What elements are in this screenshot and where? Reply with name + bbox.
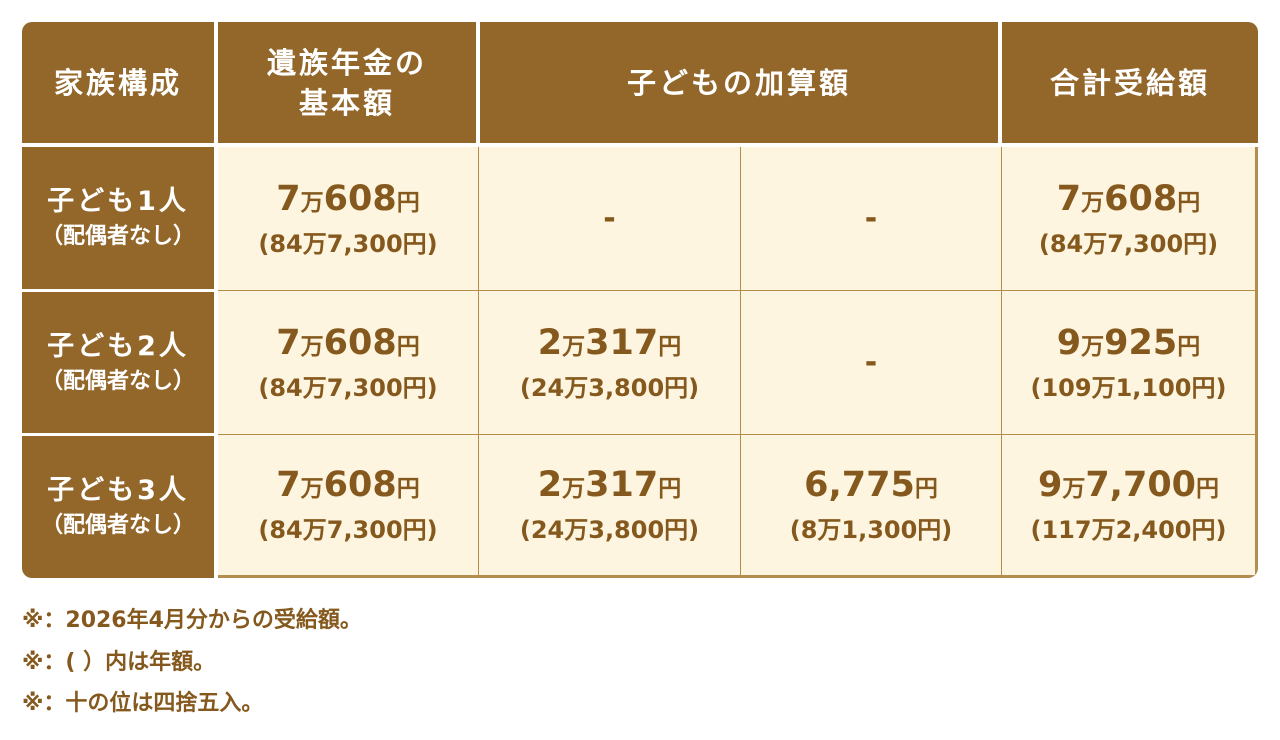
amount-number: 925 [1104,322,1178,363]
amount-unit: 円 [1177,189,1201,216]
amount-number: 7 [1056,178,1082,219]
amount-number: 317 [585,465,659,505]
amount: 7万608円 [1057,176,1200,226]
header-text: 基本額 [298,85,395,120]
amount: 7万608円 [276,462,419,512]
amount-number: 608 [1104,178,1178,219]
amount-unit: 万 [1081,189,1105,216]
row-label-text: （配偶者なし） [40,368,195,394]
amount-unit: 万 [562,333,586,360]
data-cell: 6,775円 (8万1,300円) [741,435,1001,575]
amount-number: 608 [323,322,397,363]
amount-number: 9 [1037,465,1063,505]
header-cell: 家族構成 [22,22,214,143]
amount-unit: 万 [300,189,324,216]
amount: 6,775円 [804,462,938,512]
amount-unit: 万 [1062,476,1086,502]
annual-amount: (84万7,300円) [1038,229,1219,258]
row-label-text: 子ども3人 [47,475,189,506]
footnote: ※：十の位は四捨五入。 [22,691,264,716]
annual-amount: (84万7,300円) [258,229,438,258]
annual-amount: (109万1,100円) [1030,373,1227,402]
amount-number: 6,775 [804,465,915,505]
row-label: 子ども3人 （配偶者なし） [22,436,214,578]
data-cell: 2万317円 (24万3,800円) [479,291,740,434]
footnote: ※：( ）内は年額。 [22,650,216,675]
data-cell: 2万317円 (24万3,800円) [479,435,740,575]
amount: 2万317円 [538,462,681,512]
amount-unit: 万 [1081,333,1105,360]
amount-number: 608 [323,465,397,505]
amount-number: 9 [1056,322,1082,363]
amount-unit: 円 [396,189,420,216]
amount-unit: 万 [300,333,324,360]
row-label-text: 子ども2人 [47,330,189,362]
data-cell: 7万608円 (84万7,300円) [218,435,478,575]
table-body: 7万608円 (84万7,300円) - -7万608円 (84万7,300円) 7万60… [218,147,1258,578]
table: 7万608円 (84万7,300円) - -7万608円 (84万7,300円) 7万60… [22,22,1258,578]
amount-unit: 円 [914,476,938,502]
empty-mark: - [864,201,878,236]
amount: 9万7,700円 [1038,462,1219,512]
annual-amount: (84万7,300円) [258,373,438,402]
row-label: 子ども1人 （配偶者なし） [22,147,214,289]
amount-unit: 円 [658,333,682,360]
amount: 2万317円 [538,320,681,370]
amount-number: 2 [537,322,563,363]
annual-amount: (84万7,300円) [258,516,438,544]
data-cell: 7万608円 (84万7,300円) [218,291,478,434]
data-cell: 9万925円 (109万1,100円) [1002,291,1255,434]
data-cell: - [741,147,1001,290]
header-text: 合計受給額 [1049,65,1210,100]
empty-mark: - [603,201,616,236]
data-cell: - [741,291,1001,434]
amount-unit: 万 [300,476,324,502]
row-label-text: 子ども1人 [47,186,189,217]
header-cell: 遺族年金の 基本額 [218,22,476,143]
data-cell: - [479,147,740,290]
data-cell: 7万608円 (84万7,300円) [1002,147,1255,290]
annual-amount: (117万2,400円) [1030,516,1227,544]
amount-unit: 円 [658,476,682,502]
data-cell: 9万7,700円 (117万2,400円) [1002,435,1255,575]
amount-unit: 円 [1196,476,1220,502]
header-cell: 子どもの加算額 [480,22,998,143]
empty-mark: - [864,345,878,380]
annual-amount: (24万3,800円) [519,373,700,402]
amount-unit: 円 [396,476,420,502]
annual-amount: (24万3,800円) [519,516,700,544]
amount-number: 7 [276,465,301,505]
amount-number: 7 [276,322,301,363]
amount: 7万608円 [276,176,419,226]
header-text: 家族構成 [53,65,182,100]
row-label-text: （配偶者なし） [40,513,195,538]
amount-number: 608 [323,178,397,219]
row-label-text: （配偶者なし） [40,224,195,249]
amount: 7万608円 [276,320,419,370]
row-label: 子ども2人 （配偶者なし） [22,292,214,433]
amount: 9万925円 [1057,320,1200,370]
header-text: 子どもの加算額 [626,65,851,100]
amount-number: 2 [537,465,563,505]
footnote: ※：2026年4月分からの受給額。 [22,608,362,633]
amount-number: 317 [585,322,659,363]
header-text: 遺族年金の [266,45,427,80]
amount-number: 7,700 [1085,465,1197,505]
header-cell: 合計受給額 [1002,22,1258,143]
amount-unit: 円 [1177,333,1201,360]
amount-number: 7 [276,178,301,219]
data-cell: 7万608円 (84万7,300円) [218,147,478,290]
amount-unit: 円 [396,333,420,360]
amount-unit: 万 [562,476,586,502]
annual-amount: (8万1,300円) [789,516,953,544]
